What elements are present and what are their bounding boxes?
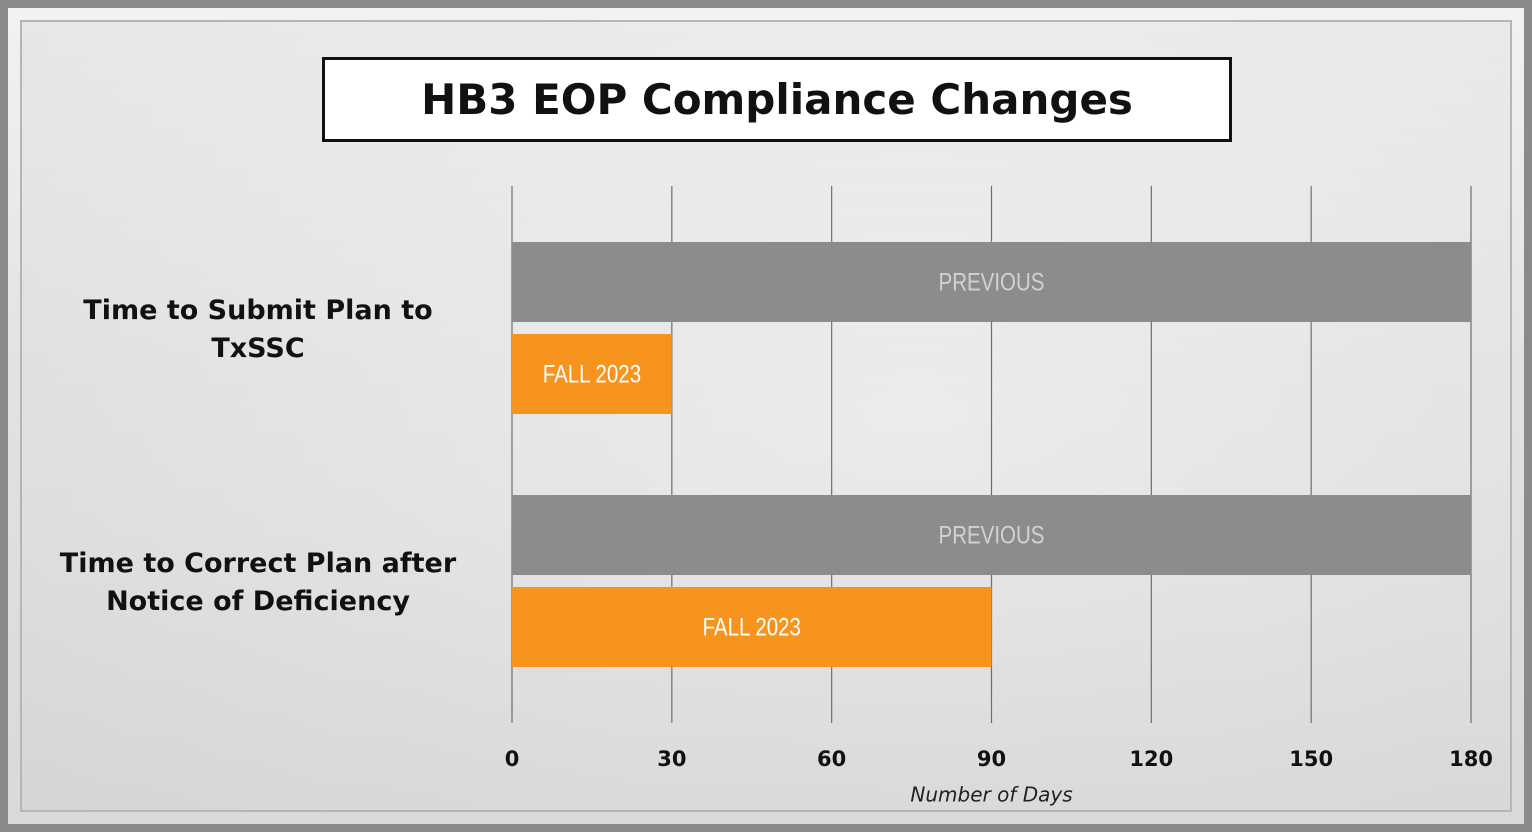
- x-tick-label: 150: [1289, 747, 1333, 771]
- x-axis-title: Number of Days: [910, 783, 1072, 807]
- x-tick-label: 60: [817, 747, 846, 771]
- y-tick-label: Time to Submit Plan to TxSSC: [48, 292, 468, 368]
- x-tick-label: 0: [505, 747, 520, 771]
- y-tick-label: Time to Correct Plan after Notice of Def…: [48, 545, 468, 621]
- x-tick-label: 30: [657, 747, 686, 771]
- frame: HB3 EOP Compliance Changes 0306090120150…: [0, 0, 1532, 832]
- bar-label: FALL 2023: [543, 360, 641, 388]
- x-tick-label: 120: [1129, 747, 1173, 771]
- chart: 0 30 60 90 120 150 180 Number of Days PREVIOUS FA…: [8, 8, 1532, 840]
- bar-label: FALL 2023: [703, 613, 801, 641]
- bar-label: PREVIOUS: [939, 268, 1045, 296]
- x-tick-label: 180: [1449, 747, 1493, 771]
- bar-label: PREVIOUS: [939, 521, 1045, 549]
- x-tick-label: 90: [977, 747, 1006, 771]
